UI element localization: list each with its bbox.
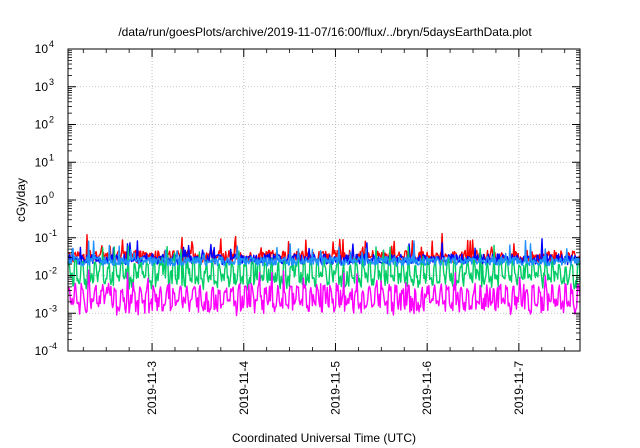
chart-title: /data/run/goesPlots/archive/2019-11-07/1… [118, 25, 532, 39]
x-tick-label: 2019-11-6 [420, 361, 434, 415]
y-tick-label: 10 [35, 193, 49, 207]
data-series [67, 232, 581, 317]
series-line [67, 240, 581, 267]
x-tick-label: 2019-11-7 [512, 361, 526, 415]
y-tick-label: 10 [35, 155, 49, 169]
y-tick-label: 10 [35, 231, 49, 245]
y-tick-label: 10 [35, 344, 49, 358]
y-tick-label-exponent: 4 [49, 39, 54, 49]
y-tick-label: 10 [35, 42, 49, 56]
y-tick-label-exponent: 2 [49, 115, 54, 125]
y-tick-label-exponent: -4 [49, 341, 57, 351]
y-axis-label: cGy/day [14, 178, 28, 222]
x-axis: 2019-11-3 2019-11-4 2019-11-5 2019-11-6 2019… [82, 49, 566, 415]
y-tick-label: 10 [35, 80, 49, 94]
y-tick-label: 10 [35, 118, 49, 132]
y-tick-label-exponent: -2 [49, 266, 57, 276]
x-axis-label: Coordinated Universal Time (UTC) [232, 431, 416, 445]
x-tick-label: 2019-11-4 [237, 361, 251, 415]
y-tick-label-exponent: -3 [49, 303, 57, 313]
y-tick-label-exponent: -1 [49, 228, 57, 238]
y-tick-label: 10 [35, 269, 49, 283]
y-tick-label: 10 [35, 306, 49, 320]
x-tick-label: 2019-11-5 [328, 361, 342, 415]
y-tick-label-exponent: 0 [49, 190, 54, 200]
y-tick-label-exponent: 1 [49, 152, 54, 162]
y-tick-label-exponent: 3 [49, 77, 54, 87]
series-line [67, 269, 581, 317]
x-tick-label: 2019-11-3 [145, 361, 159, 415]
